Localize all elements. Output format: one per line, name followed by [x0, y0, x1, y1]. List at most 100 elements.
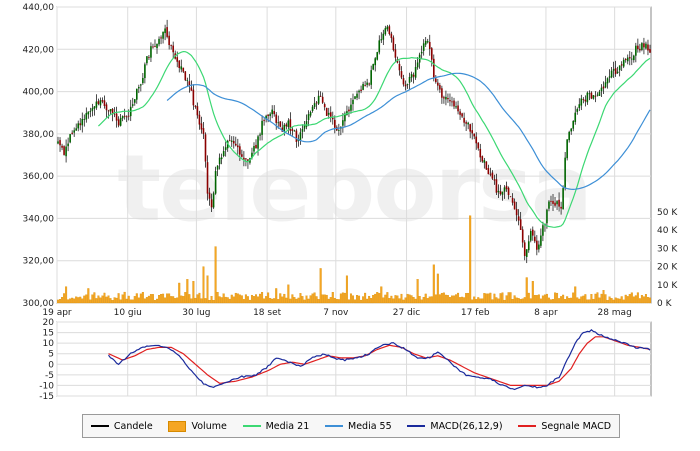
- candle-body: [184, 71, 187, 81]
- candle-body: [257, 136, 259, 149]
- volume-bar: [135, 293, 138, 304]
- volume-bar: [388, 298, 391, 304]
- candle-body: [152, 46, 154, 48]
- candle-body: [469, 124, 471, 132]
- candle-body: [269, 113, 271, 117]
- candle-body: [580, 98, 583, 106]
- volume-bar: [315, 296, 318, 304]
- candle-body: [135, 88, 138, 100]
- candle-body: [372, 64, 375, 70]
- volume-bar: [648, 297, 651, 304]
- volume-bar: [428, 296, 431, 304]
- candle-body: [641, 43, 643, 50]
- volume-bar: [626, 296, 629, 304]
- volume-bar: [307, 298, 310, 304]
- volume-bar: [61, 297, 64, 304]
- candle-body: [637, 45, 639, 50]
- volume-bar: [331, 292, 334, 304]
- volume-bar: [309, 295, 312, 304]
- volume-bar: [368, 295, 371, 304]
- volume-bar: [622, 299, 625, 304]
- volume-bar: [263, 298, 266, 304]
- candle-body: [382, 33, 385, 40]
- volume-bar: [113, 297, 116, 304]
- volume-bar: [341, 292, 344, 304]
- volume-tick-label: 0 K: [657, 299, 673, 309]
- candle-body: [61, 145, 63, 148]
- volume-bar: [343, 292, 346, 304]
- volume-bar: [646, 297, 649, 304]
- volume-bar: [184, 292, 187, 304]
- volume-bar: [311, 293, 314, 304]
- volume-bar: [295, 298, 298, 304]
- macd-tick-label: -10: [39, 381, 54, 391]
- candle-body: [445, 96, 447, 100]
- volume-bar: [386, 292, 389, 304]
- volume-bar: [281, 296, 284, 304]
- volume-bar: [285, 297, 288, 304]
- volume-bar: [137, 297, 140, 304]
- volume-bar: [77, 297, 80, 304]
- candle-body: [263, 120, 265, 121]
- candle-body: [410, 74, 413, 78]
- volume-bar: [204, 298, 207, 304]
- candle-body: [210, 199, 213, 208]
- candle-body: [584, 99, 587, 102]
- volume-bar: [509, 292, 512, 304]
- volume-bar: [438, 294, 441, 304]
- volume-bar: [616, 298, 619, 304]
- volume-bar: [564, 299, 567, 304]
- candle-body: [392, 37, 395, 51]
- candle-body: [204, 134, 207, 162]
- candle-body: [317, 95, 320, 104]
- legend-item: Segnale MACD: [518, 421, 611, 432]
- volume-bar: [374, 293, 377, 304]
- macd-signal-line: [108, 336, 651, 386]
- candle-body: [188, 81, 191, 87]
- candle-body: [241, 154, 243, 157]
- volume-bar: [158, 295, 161, 304]
- candle-body: [548, 201, 550, 209]
- candle-body: [643, 43, 645, 48]
- candle-body: [140, 84, 142, 86]
- x-tick-label: 19 apr: [42, 308, 72, 318]
- volume-bar: [562, 294, 565, 304]
- volume-bar: [404, 297, 407, 304]
- volume-bar: [133, 296, 136, 304]
- legend-label: Media 55: [348, 420, 392, 432]
- volume-bar: [139, 293, 142, 304]
- candle-body: [368, 83, 370, 85]
- candle-body: [649, 48, 651, 53]
- candle-body: [200, 123, 203, 130]
- candle-body: [105, 104, 108, 111]
- volume-bar: [467, 292, 470, 304]
- volume-bar: [560, 296, 563, 304]
- candle-body: [277, 122, 280, 124]
- candle-body: [172, 45, 174, 53]
- volume-bar: [73, 298, 76, 304]
- volume-bar: [232, 296, 235, 304]
- volume-bar: [119, 299, 122, 304]
- candle-body: [91, 108, 94, 111]
- candle-body: [408, 77, 411, 83]
- volume-bar: [515, 297, 518, 304]
- candle-body: [338, 130, 340, 131]
- candle-body: [305, 121, 308, 127]
- legend-label: Media 21: [265, 420, 310, 432]
- volume-bar: [105, 296, 108, 304]
- candle-body: [253, 146, 255, 152]
- volume-tick-label: 30 K: [657, 244, 678, 254]
- candle-body: [186, 80, 189, 81]
- volume-bar: [238, 294, 241, 304]
- price-tick-label: 420,00: [23, 45, 55, 55]
- candle-body: [148, 57, 150, 59]
- candle-body: [354, 96, 356, 99]
- candle-body: [426, 41, 429, 43]
- volume-bar: [426, 298, 429, 304]
- candle-body: [131, 104, 134, 106]
- macd-tick-label: 5: [48, 350, 54, 360]
- x-tick-label: 27 dic: [393, 308, 421, 318]
- candle-body: [230, 140, 233, 142]
- candle-body: [491, 172, 494, 179]
- candle-body: [622, 59, 625, 67]
